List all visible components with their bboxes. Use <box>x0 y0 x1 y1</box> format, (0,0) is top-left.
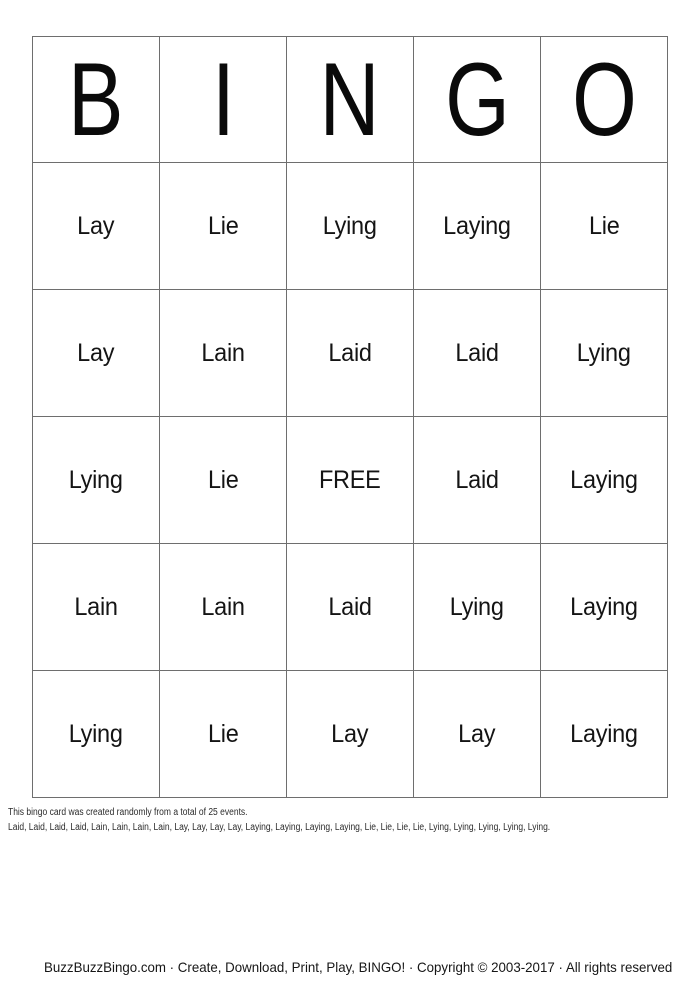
bingo-cell-r5-c1: Lying <box>33 671 160 798</box>
bingo-cell-label: Lying <box>69 465 123 494</box>
bingo-cell-r2-c4: Laid <box>414 290 541 417</box>
bingo-cell-label: Lay <box>77 211 115 240</box>
bingo-cell-r4-c5: Laying <box>541 544 668 671</box>
bingo-cell-label: Lying <box>577 338 631 367</box>
bingo-cell-r2-c2: Lain <box>160 290 287 417</box>
bingo-free-cell: FREE <box>287 417 414 544</box>
bingo-cell-r1-c1: Lay <box>33 163 160 290</box>
bingo-cell-label: Lying <box>323 211 377 240</box>
bingo-cell-r3-c4: Laid <box>414 417 541 544</box>
free-cell-label: FREE <box>319 465 381 494</box>
bingo-cell-r1-c3: Lying <box>287 163 414 290</box>
bingo-cell-label: Lain <box>74 592 118 621</box>
bingo-cell-r5-c4: Lay <box>414 671 541 798</box>
bingo-cell-r5-c5: Laying <box>541 671 668 798</box>
bingo-cell-label: Laying <box>570 719 638 748</box>
bingo-cell-r3-c5: Laying <box>541 417 668 544</box>
bingo-cell-label: Laying <box>443 211 511 240</box>
bingo-cell-label: Laid <box>455 338 499 367</box>
card-info: This bingo card was created randomly fro… <box>8 805 646 835</box>
bingo-cell-label: Lie <box>588 211 620 240</box>
bingo-letter-g: G <box>444 41 510 158</box>
bingo-cell-r3-c2: Lie <box>160 417 287 544</box>
bingo-header-cell-g: G <box>414 37 541 163</box>
bingo-header-cell-o: O <box>541 37 668 163</box>
card-info-event-list: Laid, Laid, Laid, Laid, Lain, Lain, Lain… <box>8 822 551 833</box>
bingo-header-cell-b: B <box>33 37 160 163</box>
bingo-cell-label: Lay <box>331 719 369 748</box>
bingo-letter-o: O <box>571 41 637 158</box>
bingo-header-cell-i: I <box>160 37 287 163</box>
bingo-cell-label: Lie <box>207 465 239 494</box>
bingo-letter-i: I <box>211 41 235 158</box>
bingo-cell-r3-c1: Lying <box>33 417 160 544</box>
bingo-cell-label: Laid <box>328 592 372 621</box>
bingo-grid: Lay Lie Lying Laying Lie Lay Lain Laid Laid Lying… <box>33 163 668 798</box>
bingo-cell-label: Laid <box>455 465 499 494</box>
bingo-header-cell-n: N <box>287 37 414 163</box>
bingo-cell-label: Lay <box>77 338 115 367</box>
bingo-cell-r5-c2: Lie <box>160 671 287 798</box>
bingo-cell-r5-c3: Lay <box>287 671 414 798</box>
bingo-cell-r2-c5: Lying <box>541 290 668 417</box>
bingo-cell-r1-c2: Lie <box>160 163 287 290</box>
bingo-cell-r4-c1: Lain <box>33 544 160 671</box>
bingo-cell-label: Laid <box>328 338 372 367</box>
bingo-cell-label: Laying <box>570 465 638 494</box>
bingo-cell-label: Lie <box>207 211 239 240</box>
bingo-cell-r4-c2: Lain <box>160 544 287 671</box>
bingo-cell-r1-c4: Laying <box>414 163 541 290</box>
bingo-cell-label: Lay <box>458 719 496 748</box>
bingo-cell-label: Laying <box>570 592 638 621</box>
bingo-cell-label: Lie <box>207 719 239 748</box>
bingo-cell-r4-c3: Laid <box>287 544 414 671</box>
bingo-cell-label: Lain <box>201 592 245 621</box>
bingo-cell-label: Lain <box>201 338 245 367</box>
card-info-summary: This bingo card was created randomly fro… <box>8 807 248 818</box>
bingo-cell-r2-c3: Laid <box>287 290 414 417</box>
footer-copyright: BuzzBuzzBingo.com · Create, Download, Pr… <box>44 959 673 975</box>
bingo-cell-label: Lying <box>69 719 123 748</box>
bingo-cell-r1-c5: Lie <box>541 163 668 290</box>
bingo-cell-label: Lying <box>450 592 504 621</box>
bingo-cell-r4-c4: Lying <box>414 544 541 671</box>
bingo-letter-n: N <box>319 41 381 158</box>
bingo-cell-r2-c1: Lay <box>33 290 160 417</box>
bingo-letter-b: B <box>68 41 124 158</box>
